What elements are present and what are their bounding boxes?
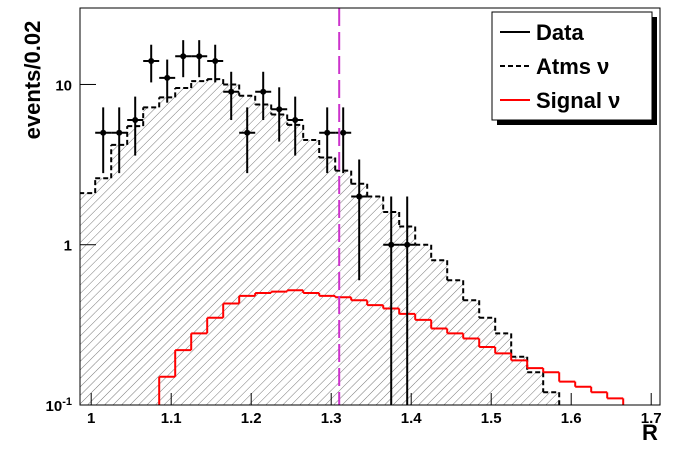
- data-point: [100, 129, 107, 136]
- data-point: [164, 74, 171, 81]
- hatched-bin: [303, 140, 320, 405]
- legend-label: Signal ν: [536, 88, 620, 113]
- hatched-bin: [143, 107, 160, 405]
- hatched-bin: [255, 104, 272, 405]
- hatched-bin: [239, 95, 256, 405]
- data-point: [356, 193, 363, 200]
- x-tick-label: 1.2: [241, 410, 262, 427]
- data-point: [244, 129, 251, 136]
- hatched-bin: [479, 317, 496, 405]
- data-point: [228, 88, 235, 95]
- hatched-bin: [415, 244, 432, 405]
- data-point: [148, 58, 155, 65]
- hatched-bin: [111, 144, 128, 405]
- x-tick-label: 1.3: [321, 410, 342, 427]
- hatched-bin: [335, 170, 352, 405]
- x-tick-label: 1.6: [561, 410, 582, 427]
- hatched-bin: [287, 124, 304, 405]
- x-axis-title: R: [642, 420, 658, 445]
- y-tick-label: 1: [64, 238, 72, 255]
- data-point: [196, 53, 203, 60]
- hatched-bin: [159, 97, 176, 405]
- hatched-bin: [271, 114, 288, 405]
- legend-label: Atms ν: [536, 54, 609, 79]
- y-tick-label: 10-1: [46, 396, 72, 415]
- legend-label: Data: [536, 20, 584, 45]
- x-tick-label: 1.7: [641, 410, 662, 427]
- x-tick-label: 1: [87, 410, 95, 427]
- data-point: [292, 117, 299, 124]
- data-point: [324, 129, 331, 136]
- y-axis-title: events/0.02: [20, 21, 45, 140]
- hatched-bin: [431, 260, 448, 405]
- hatched-bin: [495, 333, 512, 405]
- data-point: [260, 88, 267, 95]
- hatched-bin: [80, 193, 96, 405]
- hatched-bin: [95, 178, 112, 405]
- data-point: [276, 106, 283, 113]
- frame: [79, 7, 661, 406]
- data-point: [132, 117, 139, 124]
- hatched-bin: [319, 157, 336, 405]
- hatched-bin: [175, 88, 192, 405]
- hatched-bin: [543, 392, 560, 405]
- hatched-bin: [527, 372, 544, 405]
- data-point: [340, 129, 347, 136]
- x-tick-label: 1.1: [161, 410, 182, 427]
- hatched-bin: [447, 280, 464, 405]
- data-point: [180, 53, 187, 60]
- hatched-bin: [191, 81, 208, 405]
- data-point: [404, 241, 411, 248]
- x-tick-label: 1.5: [481, 410, 502, 427]
- hatched-bin: [207, 79, 224, 405]
- data-point: [116, 129, 123, 136]
- x-tick-label: 1.4: [401, 410, 423, 427]
- hatched-bin: [511, 356, 528, 405]
- hatched-bin: [127, 126, 144, 405]
- hatched-bin: [223, 84, 240, 405]
- y-tick-label: 10: [55, 77, 72, 94]
- data-point: [388, 241, 395, 248]
- plot-area: [80, 8, 625, 405]
- hatched-bin: [351, 183, 368, 405]
- data-point: [212, 58, 219, 65]
- hatched-bin: [367, 196, 384, 405]
- legend: Data Atms ν Signal ν: [491, 11, 657, 125]
- hatched-bin: [463, 300, 480, 405]
